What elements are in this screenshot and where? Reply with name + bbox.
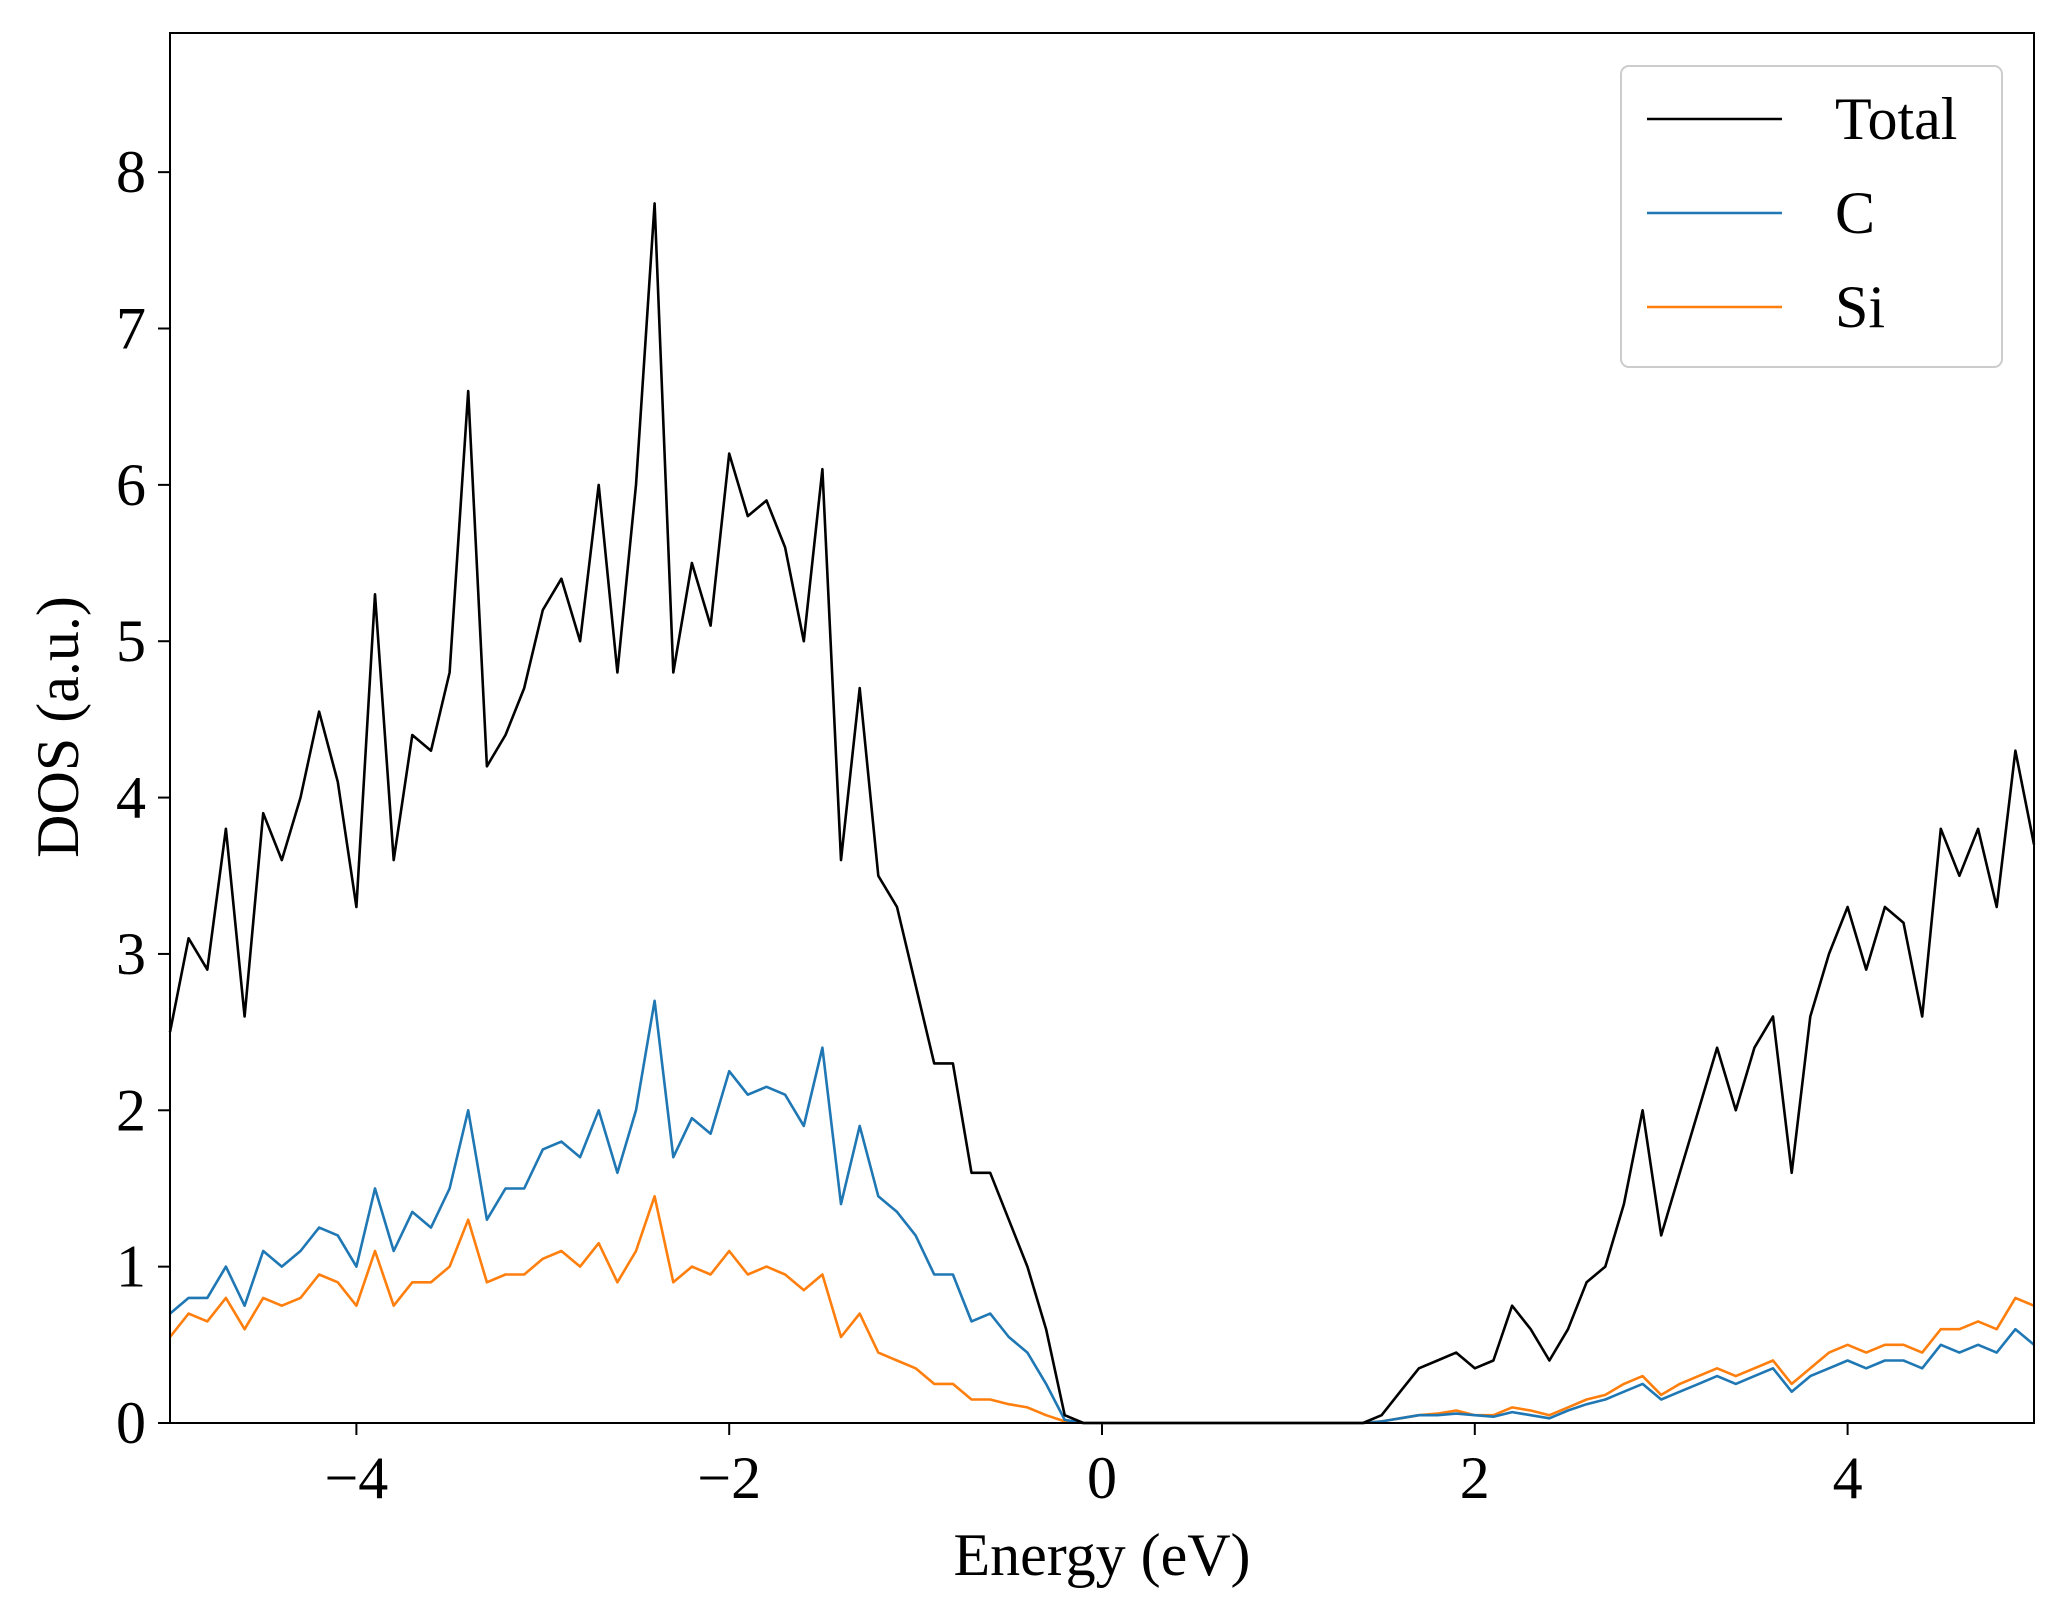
x-tick-label: −4: [324, 1445, 388, 1511]
y-tick-label: 2: [116, 1077, 146, 1143]
legend-label: Si: [1835, 274, 1885, 340]
y-tick-label: 8: [116, 139, 146, 205]
legend-label: C: [1835, 180, 1875, 246]
series-line: [168, 1195, 2035, 1425]
y-tick-label: 1: [116, 1234, 146, 1300]
y-axis-label: DOS (a.u.): [25, 596, 91, 858]
y-tick-label: 4: [116, 765, 146, 831]
y-tick-label: 5: [116, 608, 146, 674]
legend-box: [1620, 65, 2003, 368]
y-tick-label: 7: [116, 296, 146, 362]
x-tick-label: 2: [1460, 1445, 1490, 1511]
x-axis-label: Energy (eV): [953, 1522, 1250, 1588]
x-tick-label: 4: [1833, 1445, 1863, 1511]
y-tick-label: 0: [116, 1390, 146, 1456]
series-line: [168, 202, 2036, 1425]
x-tick-label: −2: [697, 1445, 761, 1511]
y-tick-label: 6: [116, 452, 146, 518]
y-tick-label: 3: [116, 921, 146, 987]
legend-label: Total: [1835, 86, 1957, 152]
x-tick-label: 0: [1087, 1445, 1117, 1511]
series-line: [169, 999, 2035, 1425]
plot-frame: [169, 32, 2035, 1424]
